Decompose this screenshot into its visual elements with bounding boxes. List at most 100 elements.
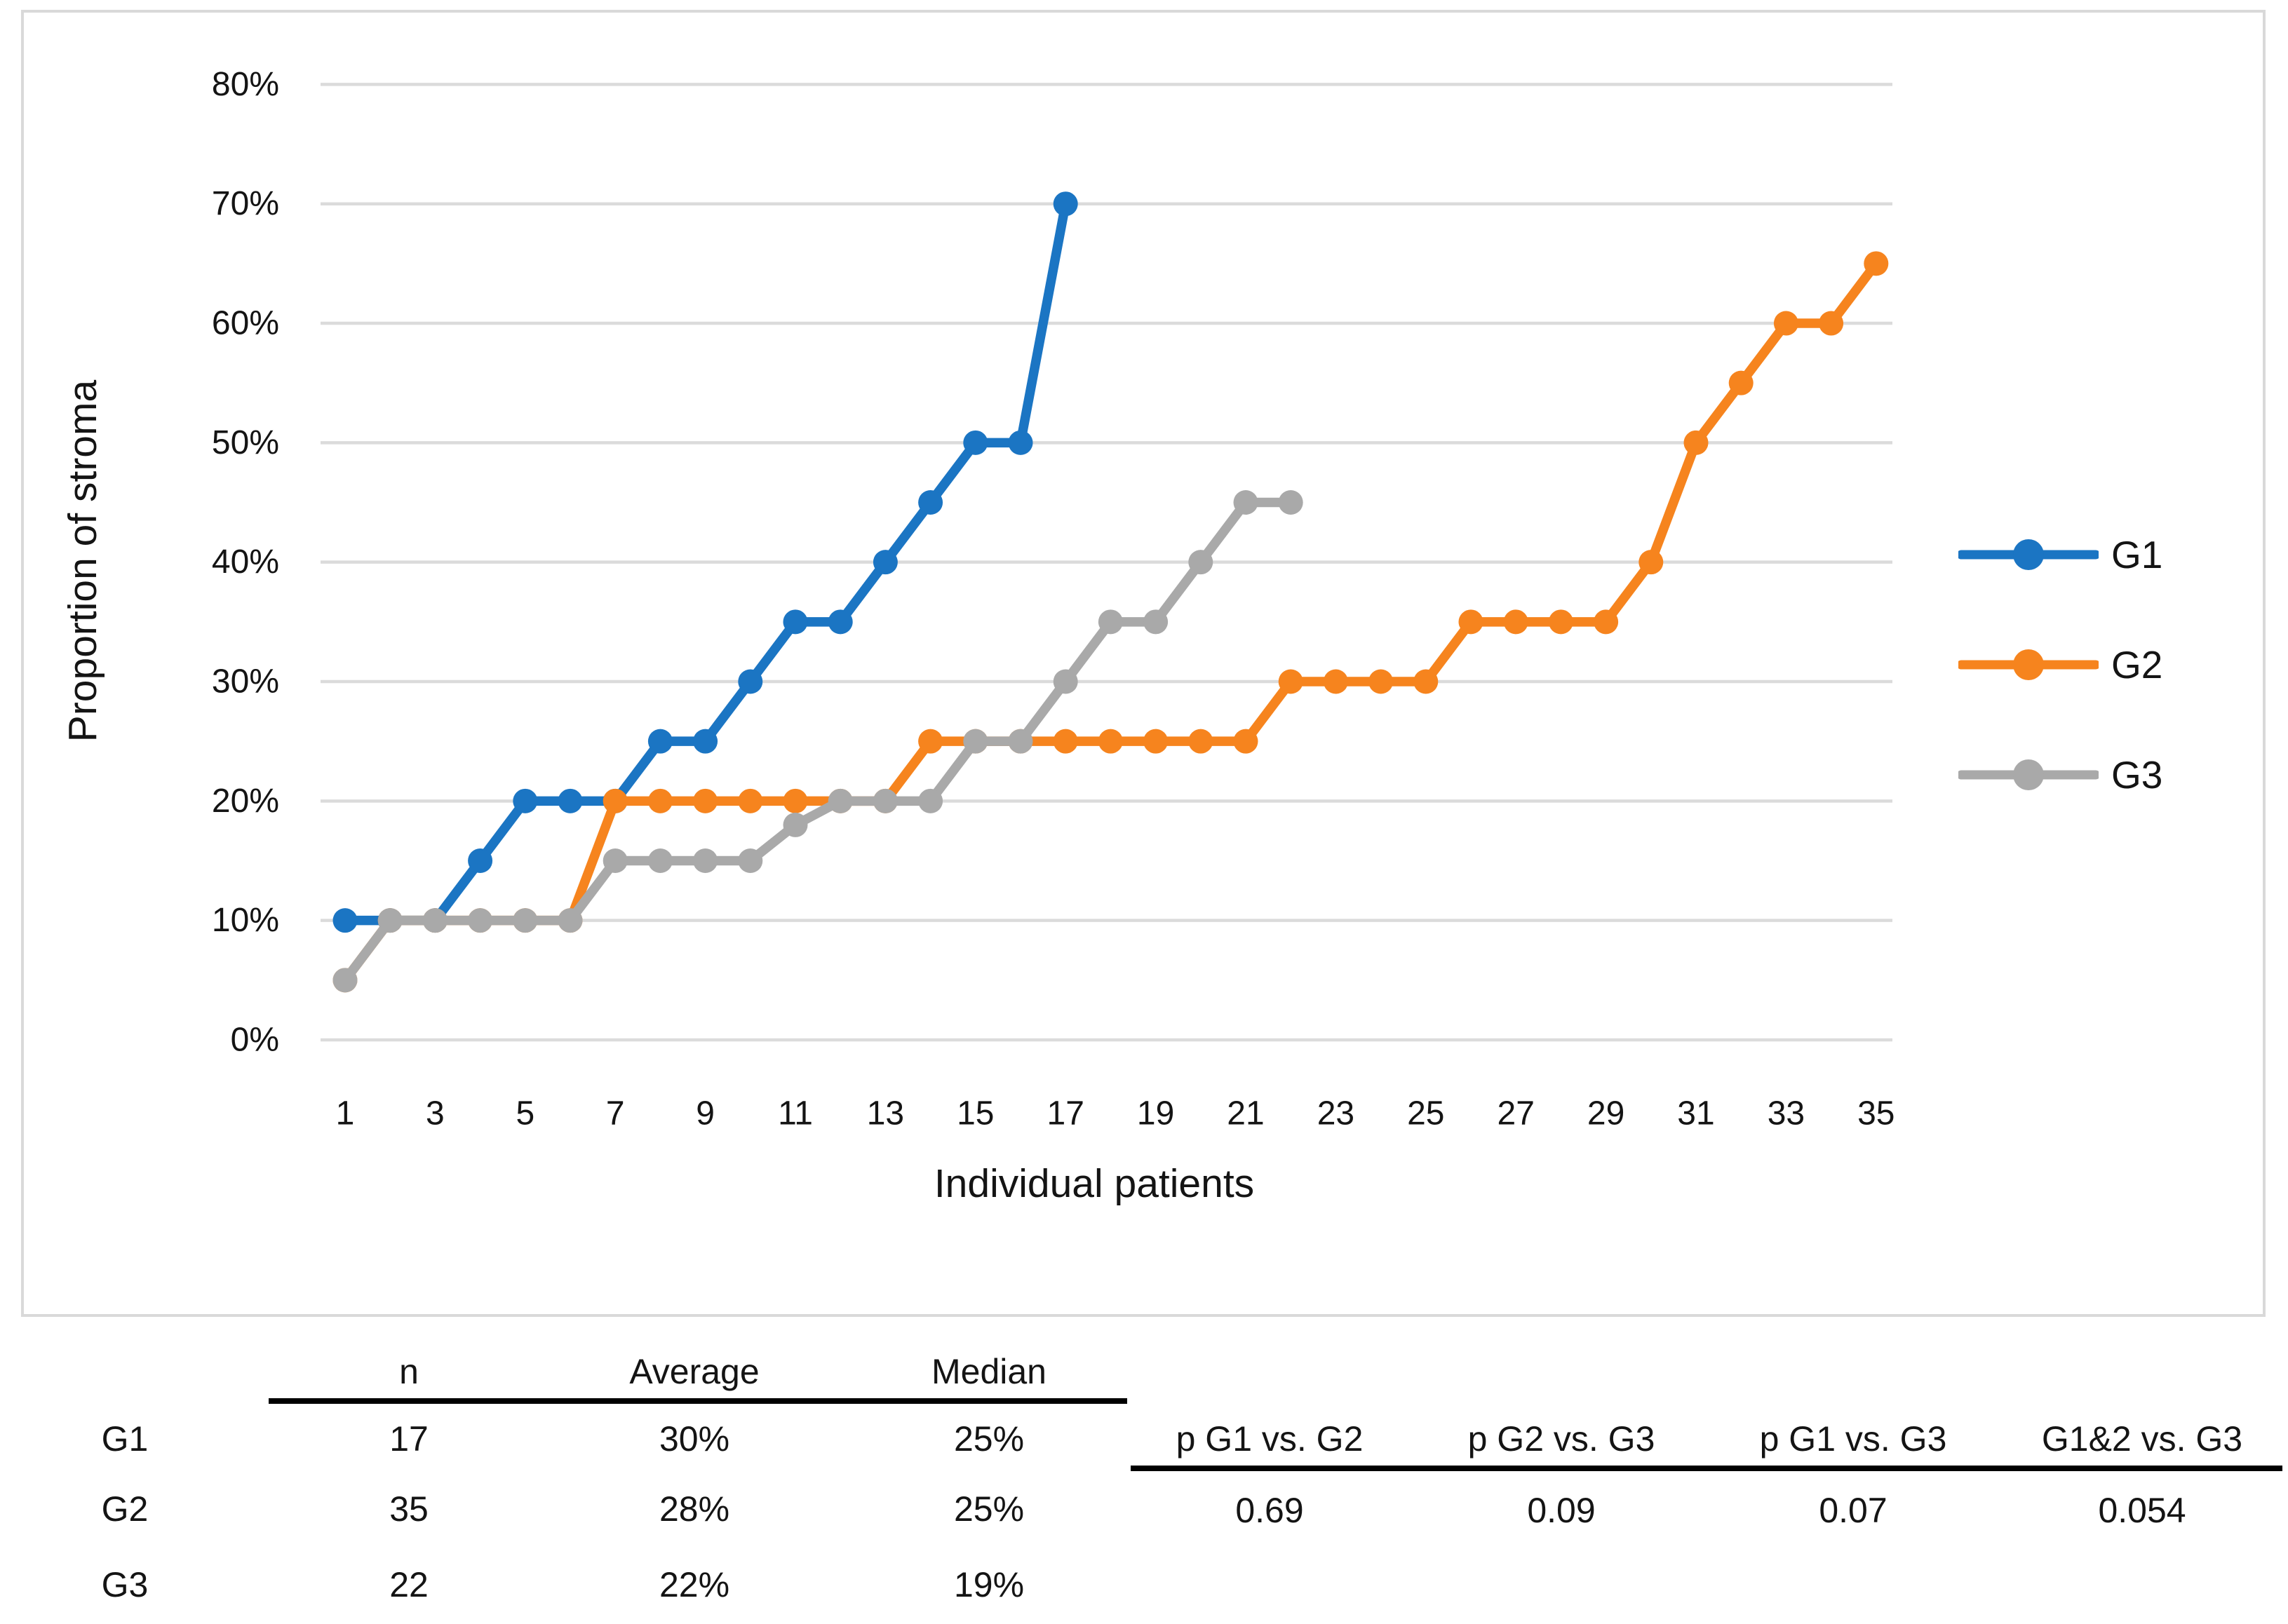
legend-label-g1: G1 [2111, 532, 2163, 576]
data-point-G2 [918, 729, 943, 754]
y-tick-label: 30% [212, 663, 279, 701]
data-point-G3 [422, 908, 447, 933]
y-tick-label: 20% [212, 783, 279, 820]
y-axis-title: Proportion of stroma [60, 379, 105, 743]
data-point-G1 [332, 908, 358, 933]
stats-col-header-median: Median [931, 1352, 1047, 1391]
data-point-G3 [783, 812, 808, 837]
data-point-G3 [693, 848, 718, 874]
data-point-G3 [963, 729, 988, 754]
data-point-G3 [647, 848, 673, 874]
data-point-G3 [1053, 669, 1078, 694]
data-point-G3 [603, 848, 628, 874]
x-tick-label: 33 [1768, 1095, 1805, 1132]
data-point-G3 [1008, 729, 1033, 754]
pvalue-cell: 0.09 [1527, 1491, 1596, 1530]
legend-entry-g2: G2 [1958, 609, 2253, 719]
data-point-G3 [873, 788, 898, 813]
x-tick-label: 25 [1407, 1095, 1444, 1132]
data-point-G3 [1098, 609, 1123, 635]
data-point-G2 [1368, 669, 1394, 694]
data-point-G1 [918, 490, 943, 515]
data-point-G3 [1143, 609, 1169, 635]
pvalue-cell: 0.07 [1819, 1491, 1887, 1530]
data-point-G3 [377, 908, 403, 933]
data-point-G2 [647, 788, 673, 813]
legend-entry-g3: G3 [1958, 719, 2253, 830]
data-point-G2 [783, 788, 808, 813]
data-point-G3 [513, 908, 538, 933]
stats-cell: 30% [659, 1419, 730, 1459]
x-tick-label: 17 [1047, 1095, 1084, 1132]
data-point-G2 [1548, 609, 1573, 635]
x-tick-label: 1 [336, 1095, 355, 1132]
x-tick-label: 29 [1587, 1095, 1624, 1132]
x-tick-label: 15 [957, 1095, 994, 1132]
y-tick-label: 10% [212, 902, 279, 939]
x-tick-label: 11 [778, 1095, 813, 1132]
data-point-G2 [1458, 609, 1483, 635]
stroma-line-chart: 0%10%20%30%40%50%60%70%80%1 3 5 7 9 11 13 15 17 1… [212, 66, 1895, 1132]
data-point-G3 [1188, 550, 1213, 575]
x-tick-label: 9 [696, 1095, 715, 1132]
data-point-G3 [1233, 490, 1258, 515]
stats-cell: 25% [953, 1419, 1025, 1459]
data-point-G3 [1278, 490, 1303, 515]
stats-cell: 22 [389, 1565, 429, 1604]
data-point-G3 [828, 788, 853, 813]
data-point-G2 [603, 788, 628, 813]
stats-row-label-g2: G2 [101, 1489, 149, 1529]
y-tick-label: 80% [212, 66, 279, 103]
data-point-G1 [1008, 430, 1033, 455]
pvalue-cell: 0.69 [1235, 1491, 1304, 1530]
stats-header-rule [269, 1398, 1127, 1404]
data-point-G2 [1773, 311, 1798, 336]
chart-panel [21, 10, 2266, 1317]
data-point-G1 [1053, 191, 1078, 217]
x-tick-label: 21 [1227, 1095, 1264, 1132]
data-point-G1 [693, 729, 718, 754]
data-point-G2 [1683, 430, 1709, 455]
data-point-G2 [1503, 609, 1528, 635]
x-tick-label: 23 [1317, 1095, 1354, 1132]
x-tick-label: 31 [1677, 1095, 1714, 1132]
data-point-G2 [1188, 729, 1213, 754]
data-point-G1 [783, 609, 808, 635]
data-point-G2 [1819, 311, 1844, 336]
x-tick-label: 27 [1498, 1095, 1535, 1132]
data-point-G2 [1864, 251, 1889, 276]
data-point-G2 [1594, 609, 1619, 635]
stats-cell: 22% [659, 1565, 730, 1604]
stats-cell: 19% [953, 1565, 1025, 1604]
legend-marker-g3-icon [1958, 759, 2099, 790]
pvalue-col-header: p G1 vs. G3 [1759, 1419, 1947, 1459]
y-tick-label: 60% [212, 305, 279, 342]
data-point-G2 [693, 788, 718, 813]
y-tick-label: 40% [212, 543, 279, 581]
data-point-G3 [918, 788, 943, 813]
data-point-G2 [1728, 370, 1754, 395]
legend-marker-g2-icon [1958, 649, 2099, 680]
data-point-G2 [1053, 729, 1078, 754]
stats-row-label-g1: G1 [101, 1419, 149, 1459]
data-point-G2 [1278, 669, 1303, 694]
data-point-G2 [738, 788, 763, 813]
x-tick-label: 7 [606, 1095, 625, 1132]
stats-col-header-n: n [399, 1352, 419, 1391]
data-point-G3 [468, 908, 493, 933]
stats-cell: 17 [389, 1419, 429, 1459]
legend: G1 G2 G3 [1958, 499, 2253, 830]
data-point-G2 [1323, 669, 1348, 694]
legend-marker-g1-icon [1958, 539, 2099, 570]
data-point-G1 [468, 848, 493, 874]
data-point-G1 [828, 609, 853, 635]
x-tick-label: 5 [516, 1095, 534, 1132]
stats-col-header-average: Average [629, 1352, 760, 1391]
y-tick-label: 50% [212, 424, 279, 461]
stats-cell: 28% [659, 1489, 730, 1529]
data-point-G2 [1413, 669, 1439, 694]
stats-cell: 35 [389, 1489, 429, 1529]
pvalue-col-header: p G2 vs. G3 [1467, 1419, 1655, 1459]
data-point-G1 [873, 550, 898, 575]
y-tick-label: 70% [212, 185, 279, 222]
